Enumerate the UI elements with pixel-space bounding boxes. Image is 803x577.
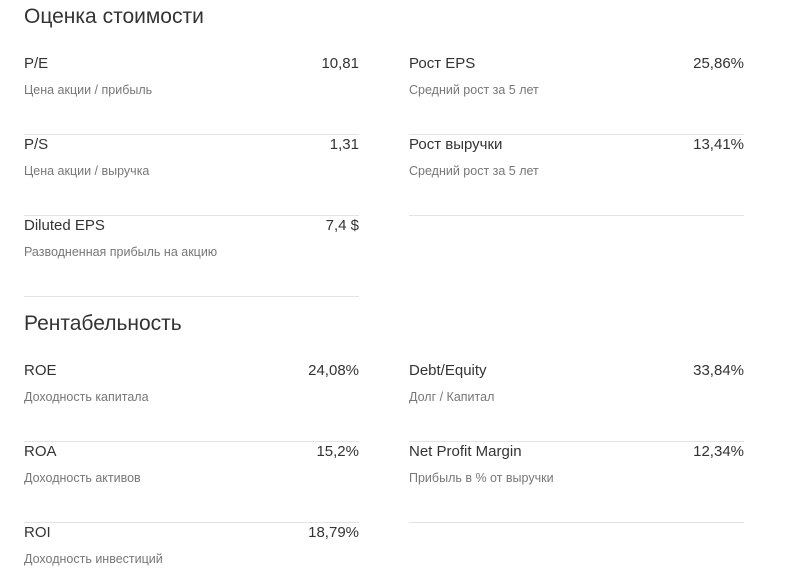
metric-name: ROE — [24, 362, 57, 379]
metric-value: 10,81 — [321, 55, 359, 72]
metric-name: Diluted EPS — [24, 217, 105, 234]
metric-revenue-growth: Рост выручки 13,41% Средний рост за 5 ле… — [409, 136, 744, 216]
metric-description: Цена акции / прибыль — [24, 83, 153, 97]
metric-name: ROA — [24, 443, 57, 460]
metric-description: Средний рост за 5 лет — [409, 164, 539, 178]
metric-roe: ROE 24,08% Доходность капитала — [24, 362, 359, 442]
metric-name: Net Profit Margin — [409, 443, 522, 460]
metric-diluted-eps: Diluted EPS 7,4 $ Разводненная прибыль н… — [24, 217, 359, 297]
metric-pe: P/E 10,81 Цена акции / прибыль — [24, 55, 359, 135]
profitability-left-column: ROE 24,08% Доходность капитала ROA 15,2%… — [24, 362, 359, 577]
metric-value: 12,34% — [693, 443, 744, 460]
metric-description: Доходность активов — [24, 471, 141, 485]
metric-value: 15,2% — [316, 443, 359, 460]
metric-roa: ROA 15,2% Доходность активов — [24, 443, 359, 523]
metric-name: Рост EPS — [409, 55, 476, 72]
metric-value: 33,84% — [693, 362, 744, 379]
metric-description: Средний рост за 5 лет — [409, 83, 539, 97]
metric-net-profit-margin: Net Profit Margin 12,34% Прибыль в % от … — [409, 443, 744, 523]
metric-ps: P/S 1,31 Цена акции / выручка — [24, 136, 359, 216]
metric-name: P/S — [24, 136, 49, 153]
profitability-right-column: Debt/Equity 33,84% Долг / Капитал Net Pr… — [409, 362, 744, 523]
metric-value: 18,79% — [308, 524, 359, 541]
valuation-left-column: P/E 10,81 Цена акции / прибыль P/S 1,31 … — [24, 55, 359, 297]
metric-roi: ROI 18,79% Доходность инвестиций — [24, 524, 359, 577]
metric-name: P/E — [24, 55, 49, 72]
metric-description: Долг / Капитал — [409, 390, 495, 404]
metric-description: Доходность капитала — [24, 390, 149, 404]
metric-value: 24,08% — [308, 362, 359, 379]
metric-name: ROI — [24, 524, 51, 541]
metric-description: Разводненная прибыль на акцию — [24, 245, 218, 259]
metric-value: 25,86% — [693, 55, 744, 72]
metric-value: 1,31 — [329, 136, 359, 153]
metric-name: Debt/Equity — [409, 362, 487, 379]
metric-description: Прибыль в % от выручки — [409, 471, 554, 485]
metric-debt-equity: Debt/Equity 33,84% Долг / Капитал — [409, 362, 744, 442]
metric-name: Рост выручки — [409, 136, 503, 153]
metric-description: Доходность инвестиций — [24, 552, 163, 566]
metric-eps-growth: Рост EPS 25,86% Средний рост за 5 лет — [409, 55, 744, 135]
profitability-section-title: Рентабельность — [24, 312, 182, 335]
valuation-section-title: Оценка стоимости — [24, 5, 204, 28]
metric-value: 7,4 $ — [325, 217, 359, 234]
metric-description: Цена акции / выручка — [24, 164, 150, 178]
metric-value: 13,41% — [693, 136, 744, 153]
valuation-right-column: Рост EPS 25,86% Средний рост за 5 лет Ро… — [409, 55, 744, 216]
